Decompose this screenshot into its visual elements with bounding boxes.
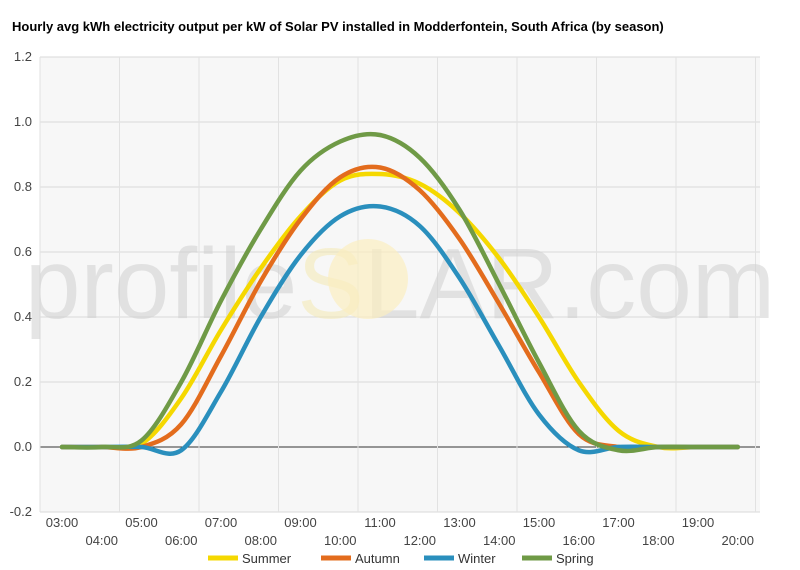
x-tick-label: 09:00 <box>284 515 317 530</box>
legend-label-winter: Winter <box>458 551 496 566</box>
x-tick-label: 17:00 <box>602 515 635 530</box>
x-tick-label: 13:00 <box>443 515 476 530</box>
x-tick-label: 10:00 <box>324 533 357 548</box>
chart-title: Hourly avg kWh electricity output per kW… <box>12 19 664 34</box>
y-tick-label: 0.6 <box>14 244 32 259</box>
x-tick-label: 16:00 <box>562 533 595 548</box>
y-tick-label: 1.2 <box>14 49 32 64</box>
series-line-winter <box>59 203 740 456</box>
x-tick-label: 12:00 <box>403 533 436 548</box>
x-tick-label: 03:00 <box>46 515 79 530</box>
y-tick-label: 1.0 <box>14 114 32 129</box>
x-tick-label: 04:00 <box>85 533 118 548</box>
legend-label-summer: Summer <box>242 551 292 566</box>
y-tick-label: 0.0 <box>14 439 32 454</box>
x-tick-label: 05:00 <box>125 515 158 530</box>
watermark-sun <box>328 239 408 319</box>
series-line-spring <box>59 131 740 454</box>
x-tick-label: 15:00 <box>523 515 556 530</box>
legend-label-spring: Spring <box>556 551 594 566</box>
x-tick-label: 19:00 <box>682 515 715 530</box>
x-tick-label: 14:00 <box>483 533 516 548</box>
x-tick-label: 18:00 <box>642 533 675 548</box>
y-tick-label: 0.4 <box>14 309 32 324</box>
x-tick-label: 07:00 <box>205 515 238 530</box>
x-tick-label: 11:00 <box>364 515 396 530</box>
x-tick-label: 08:00 <box>244 533 277 548</box>
y-tick-label: 0.8 <box>14 179 32 194</box>
x-tick-label: 06:00 <box>165 533 198 548</box>
y-tick-label: 0.2 <box>14 374 32 389</box>
x-tick-label: 20:00 <box>721 533 754 548</box>
legend-label-autumn: Autumn <box>355 551 400 566</box>
y-tick-label: -0.2 <box>10 504 32 519</box>
